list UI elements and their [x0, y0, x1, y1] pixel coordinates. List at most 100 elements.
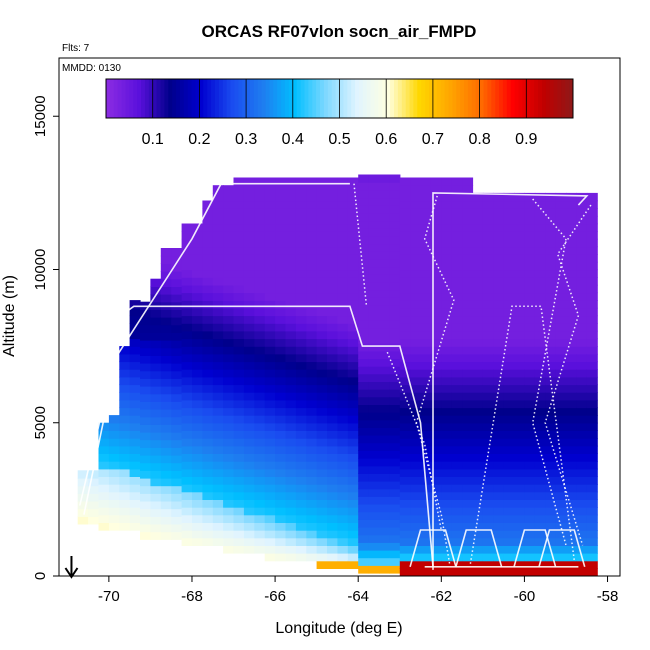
heatmap-cell: [368, 182, 380, 191]
heatmap-cell: [223, 514, 235, 523]
heatmap-cell: [202, 507, 214, 516]
heatmap-cell: [140, 424, 151, 433]
heatmap-cell: [171, 255, 183, 264]
heatmap-cell: [306, 284, 318, 294]
heatmap-cell: [150, 470, 162, 479]
heatmap-cell: [337, 499, 349, 508]
heatmap-cell: [233, 445, 245, 454]
heatmap-cell: [327, 415, 338, 424]
heatmap-cell: [254, 231, 266, 240]
heatmap-cell: [275, 338, 287, 347]
heatmap-cell: [160, 431, 172, 441]
heatmap-cell: [576, 430, 588, 439]
heatmap-cell: [358, 373, 370, 382]
heatmap-cell: [98, 453, 110, 462]
heatmap-cell: [202, 346, 214, 355]
heatmap-cell: [534, 514, 546, 523]
heatmap-cell: [171, 271, 183, 280]
heatmap-cell: [389, 228, 401, 237]
heatmap-cell: [503, 530, 515, 539]
heatmap-cell: [275, 514, 287, 523]
heatmap-cell: [140, 477, 151, 487]
heatmap-cell: [306, 200, 318, 209]
colorbar-segment: [203, 79, 208, 118]
heatmap-cell: [441, 261, 453, 271]
heatmap-cell: [119, 453, 131, 462]
heatmap-cell: [264, 407, 276, 416]
heatmap-cell: [129, 507, 141, 516]
heatmap-cell: [420, 415, 432, 424]
heatmap-cell: [233, 407, 245, 416]
heatmap-cell: [202, 369, 214, 378]
heatmap-cell: [347, 231, 359, 240]
heatmap-cell: [586, 307, 598, 317]
heatmap-cell: [576, 407, 588, 416]
heatmap-cell: [441, 491, 453, 500]
heatmap-cell: [275, 430, 287, 439]
heatmap-cell: [482, 208, 494, 217]
heatmap-cell: [441, 369, 453, 378]
colorbar-segment: [378, 79, 383, 118]
heatmap-cell: [295, 261, 307, 271]
heatmap-cell: [295, 369, 307, 378]
heatmap-cell: [140, 500, 151, 510]
heatmap-cell: [337, 361, 349, 370]
heatmap-cell: [347, 476, 359, 485]
heatmap-cell: [327, 422, 338, 431]
heatmap-cell: [264, 422, 276, 431]
heatmap-cell: [358, 205, 370, 214]
heatmap-cell: [524, 553, 536, 562]
heatmap-cell: [212, 284, 224, 294]
heatmap-cell: [472, 461, 484, 470]
colorbar-segment: [526, 79, 531, 118]
heatmap-cell: [316, 346, 328, 355]
heatmap-cell: [316, 553, 328, 562]
heatmap-cell: [202, 300, 214, 309]
heatmap-cell: [181, 231, 193, 240]
heatmap-cell: [275, 376, 287, 386]
heatmap-cell: [358, 350, 370, 359]
heatmap-cell: [295, 476, 307, 485]
heatmap-cell: [503, 445, 515, 454]
heatmap-cell: [150, 500, 162, 510]
heatmap-cell: [119, 422, 131, 431]
heatmap-cell: [503, 507, 515, 516]
heatmap-cell: [254, 200, 266, 209]
heatmap-cell: [368, 534, 380, 543]
heatmap-cell: [410, 177, 422, 186]
heatmap-cell: [181, 254, 193, 263]
heatmap-cell: [254, 376, 266, 386]
heatmap-cell: [389, 534, 401, 543]
heatmap-cell: [586, 514, 598, 523]
heatmap-cell: [545, 231, 557, 240]
heatmap-cell: [576, 491, 588, 500]
heatmap-cell: [243, 453, 255, 462]
heatmap-cell: [327, 223, 338, 232]
heatmap-cell: [192, 307, 203, 317]
heatmap-cell: [399, 407, 411, 416]
heatmap-cell: [534, 468, 546, 477]
heatmap-cell: [275, 369, 287, 378]
heatmap-cell: [399, 246, 411, 255]
heatmap-cell: [285, 430, 297, 439]
heatmap-cell: [379, 251, 390, 260]
heatmap-cell: [316, 361, 328, 370]
heatmap-cell: [576, 399, 588, 409]
heatmap-cell: [254, 430, 266, 439]
heatmap-cell: [243, 246, 255, 255]
heatmap-cell: [337, 415, 349, 424]
heatmap-cell: [347, 361, 359, 370]
heatmap-cell: [482, 399, 494, 409]
heatmap-cell: [534, 407, 546, 416]
flight-track-segment: [83, 182, 350, 515]
heatmap-cell: [545, 453, 557, 462]
heatmap-cell: [472, 330, 484, 340]
heatmap-cell: [223, 261, 235, 271]
heatmap-cell: [368, 511, 380, 520]
heatmap-cell: [212, 307, 224, 317]
heatmap-cell: [327, 499, 338, 508]
heatmap-cell: [337, 407, 349, 416]
heatmap-cell: [254, 491, 266, 500]
heatmap-cell: [119, 514, 131, 523]
heatmap-cell: [337, 537, 349, 546]
